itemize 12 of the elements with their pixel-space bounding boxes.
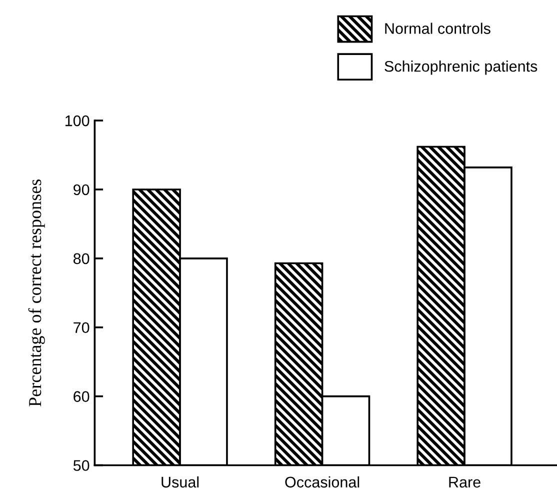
legend-label: Schizophrenic patients bbox=[384, 60, 538, 75]
y-axis-title: Percentage of correct responses bbox=[28, 180, 45, 406]
legend-label: Normal controls bbox=[385, 22, 490, 34]
x-tick-label: Occasional bbox=[285, 476, 360, 488]
y-tick-label: 60 bbox=[74, 391, 90, 402]
y-tick-label: 100 bbox=[66, 115, 90, 126]
y-tick-label: 80 bbox=[74, 253, 90, 264]
y-tick-label: 90 bbox=[74, 184, 90, 196]
y-tick-label: 70 bbox=[74, 322, 90, 334]
x-tick-label: Rare bbox=[449, 476, 480, 488]
y-tick-label: 50 bbox=[73, 460, 90, 471]
x-tick-label: Usual bbox=[162, 476, 199, 488]
